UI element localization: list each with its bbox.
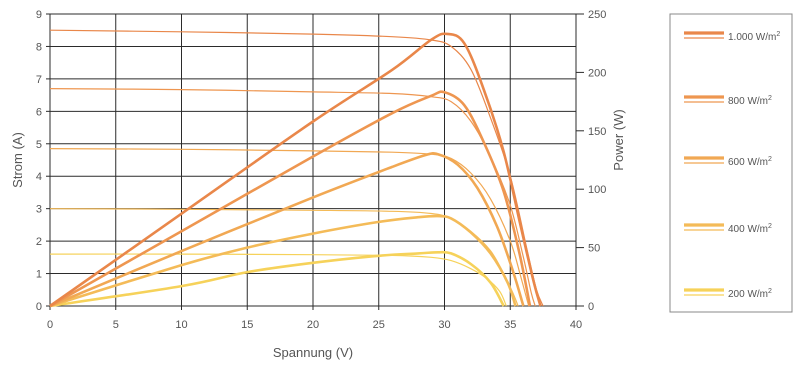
y-right-tick-label: 250 <box>588 9 606 21</box>
y-right-tick-label: 200 <box>588 67 606 79</box>
y-left-tick-label: 8 <box>36 41 42 53</box>
x-tick-label: 40 <box>570 319 582 331</box>
current-line <box>49 88 536 307</box>
y-right-tick-label: 50 <box>588 243 600 255</box>
legend-label-text: 800 W/m <box>728 96 768 107</box>
y-left-tick-label: 9 <box>36 9 42 21</box>
power-line <box>49 32 542 308</box>
y-right-tick-label: 150 <box>588 126 606 138</box>
y-left-tick-label: 2 <box>36 236 42 248</box>
legend-label: 1.000 W/m2 <box>728 31 780 43</box>
y-axis-left-title: Strom (A) <box>10 132 25 188</box>
power-line <box>49 250 505 308</box>
left-axis: 0 1 2 3 4 5 6 7 8 9 <box>36 9 50 313</box>
y-left-tick-label: 1 <box>36 269 42 281</box>
x-axis: 0 5 10 15 20 25 30 35 40 <box>47 306 582 331</box>
right-axis: 0 50 100 150 200 250 <box>576 9 606 313</box>
y-left-tick-label: 6 <box>36 106 42 118</box>
legend-label-superscript: 2 <box>776 31 780 38</box>
legend-label-superscript: 2 <box>768 288 772 295</box>
legend-label: 200 W/m2 <box>728 288 772 300</box>
series-layer <box>49 29 544 308</box>
y-left-tick-label: 4 <box>36 171 42 183</box>
x-axis-title: Spannung (V) <box>273 345 353 360</box>
y-right-tick-label: 100 <box>588 184 606 196</box>
x-tick-label: 15 <box>241 319 253 331</box>
power-line <box>49 90 532 308</box>
legend-label: 400 W/m2 <box>728 223 772 235</box>
y-left-tick-label: 5 <box>36 139 42 151</box>
x-tick-label: 25 <box>373 319 385 331</box>
y-right-tick-label: 0 <box>588 301 594 313</box>
power-line <box>49 151 525 308</box>
x-tick-label: 35 <box>504 319 516 331</box>
y-axis-right-title: Power (W) <box>611 109 626 170</box>
legend-label: 600 W/m2 <box>728 156 772 168</box>
y-left-tick-label: 7 <box>36 74 42 86</box>
legend-label-text: 1.000 W/m <box>728 32 776 43</box>
y-left-tick-label: 0 <box>36 301 42 313</box>
x-tick-label: 0 <box>47 319 53 331</box>
legend-label: 800 W/m2 <box>728 95 772 107</box>
x-tick-label: 30 <box>438 319 450 331</box>
x-tick-label: 5 <box>113 319 119 331</box>
legend-label-text: 400 W/m <box>728 224 768 235</box>
legend-label-superscript: 2 <box>768 95 772 102</box>
legend-label-text: 600 W/m <box>728 157 768 168</box>
power-line <box>49 214 517 308</box>
x-tick-label: 10 <box>175 319 187 331</box>
current-line <box>49 253 507 307</box>
legend-label-text: 200 W/m <box>728 289 768 300</box>
x-tick-label: 20 <box>307 319 319 331</box>
legend-label-superscript: 2 <box>768 223 772 230</box>
y-left-tick-label: 3 <box>36 204 42 216</box>
legend-label-superscript: 2 <box>768 156 772 163</box>
